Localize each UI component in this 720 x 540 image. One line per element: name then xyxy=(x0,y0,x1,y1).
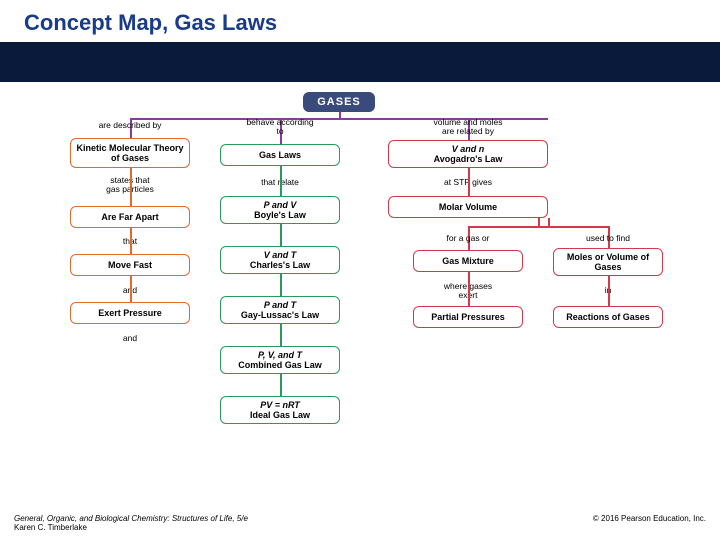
concept-map-canvas: GASESare described bystates thatgas part… xyxy=(0,86,720,506)
footer-author: Karen C. Timberlake xyxy=(14,523,87,532)
root-node: GASES xyxy=(303,92,375,112)
concept-node: Exert Pressure xyxy=(70,302,190,324)
concept-node: Are Far Apart xyxy=(70,206,190,228)
connector-vline xyxy=(468,272,470,306)
concept-node: P and VBoyle's Law xyxy=(220,196,340,224)
concept-node: PV = nRTIdeal Gas Law xyxy=(220,396,340,424)
concept-node: P, V, and TCombined Gas Law xyxy=(220,346,340,374)
connector-vline xyxy=(280,324,282,346)
connector-label: and xyxy=(70,334,190,343)
connector-label: behave accordingto xyxy=(220,118,340,137)
footer-copyright: © 2016 Pearson Education, Inc. xyxy=(593,514,706,532)
connector-vline xyxy=(280,166,282,196)
footer: General, Organic, and Biological Chemist… xyxy=(14,514,706,532)
connector-vline xyxy=(608,276,610,306)
connector-vline xyxy=(468,168,470,196)
connector-vline xyxy=(280,374,282,396)
concept-node: P and TGay-Lussac's Law xyxy=(220,296,340,324)
concept-node: V and nAvogadro's Law xyxy=(388,140,548,168)
concept-node: Molar Volume xyxy=(388,196,548,218)
concept-node: Gas Laws xyxy=(220,144,340,166)
connector-vline xyxy=(130,276,132,302)
connector-label: used to find xyxy=(548,234,668,243)
connector-vline xyxy=(280,224,282,246)
concept-node: Move Fast xyxy=(70,254,190,276)
connector-vline xyxy=(130,228,132,254)
connector-hline xyxy=(468,226,608,228)
footer-book: General, Organic, and Biological Chemist… xyxy=(14,514,248,523)
concept-node: Partial Pressures xyxy=(413,306,523,328)
connector-vline xyxy=(280,274,282,296)
concept-node: V and TCharles's Law xyxy=(220,246,340,274)
connector-vline xyxy=(538,218,540,226)
concept-node: Gas Mixture xyxy=(413,250,523,272)
connector-label: volume and molesare related by xyxy=(408,118,528,137)
concept-node: Moles or Volume of Gases xyxy=(553,248,663,276)
connector-vline xyxy=(548,218,550,226)
connector-label: for a gas or xyxy=(408,234,528,243)
connector-vline xyxy=(130,168,132,206)
concept-node: Kinetic Molecular Theory of Gases xyxy=(70,138,190,168)
title-underline-bar xyxy=(0,42,720,82)
connector-label: are described by xyxy=(70,121,190,130)
page-title: Concept Map, Gas Laws xyxy=(0,0,720,42)
concept-node: Reactions of Gases xyxy=(553,306,663,328)
